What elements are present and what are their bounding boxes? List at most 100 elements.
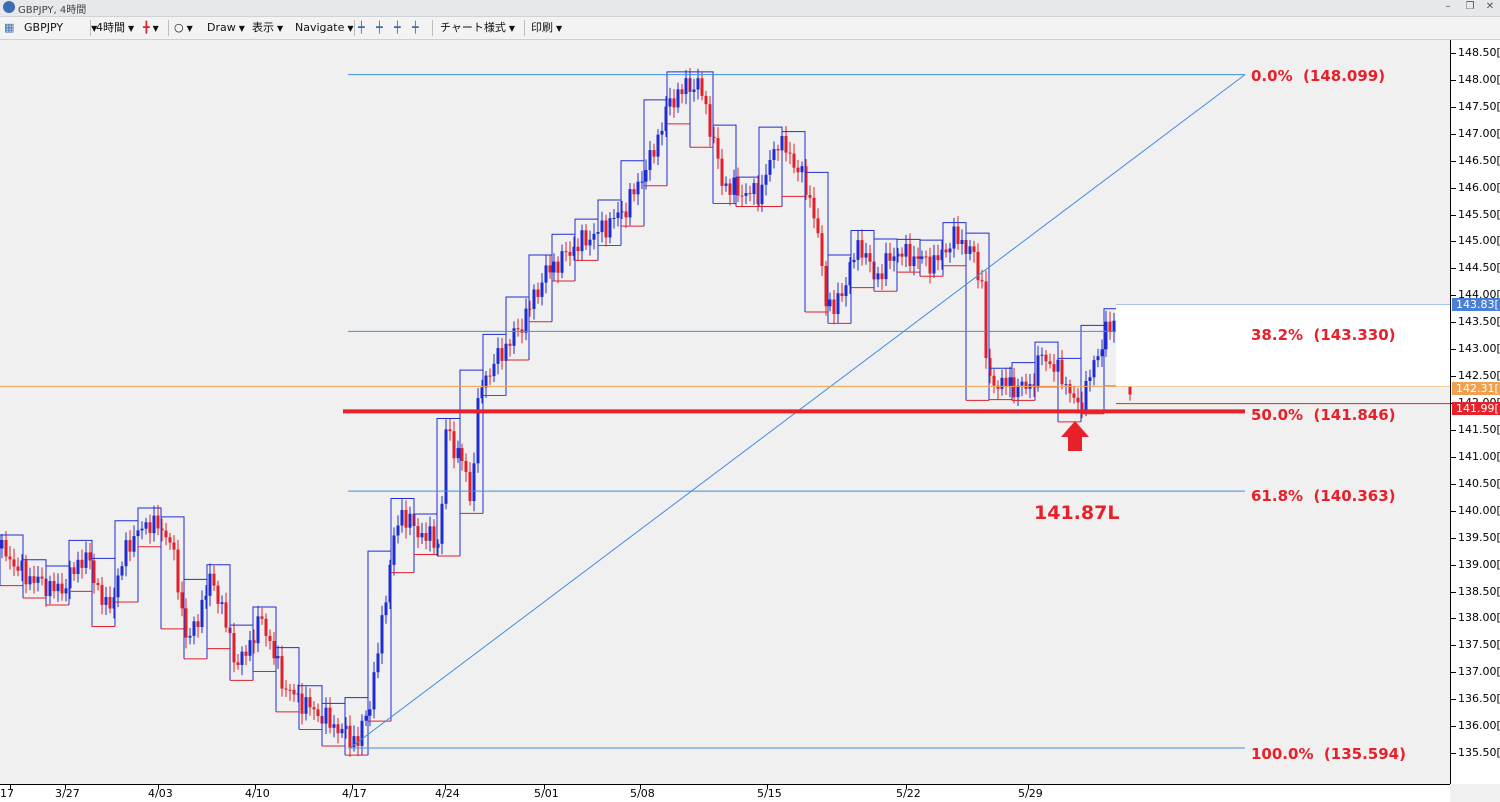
high-channel bbox=[160, 516, 185, 629]
candle-body bbox=[636, 181, 640, 195]
candle-body bbox=[684, 78, 688, 95]
candle-body bbox=[500, 348, 504, 361]
candle-body bbox=[308, 697, 312, 708]
chart-style-menu[interactable]: チャート様式 ▼ bbox=[440, 20, 515, 36]
zoom-out-icon[interactable]: ┿ bbox=[412, 21, 419, 34]
candle-body bbox=[928, 256, 932, 274]
candle-body bbox=[560, 251, 564, 273]
price-badge: 142.31[ bbox=[1452, 382, 1500, 395]
time-tick bbox=[352, 785, 353, 789]
price-tick bbox=[1451, 53, 1456, 54]
candle-body bbox=[316, 709, 320, 716]
candle-body bbox=[804, 166, 808, 196]
candle-body bbox=[284, 688, 288, 690]
candle-body bbox=[348, 725, 352, 748]
chevron-down-icon: ▼ bbox=[128, 24, 135, 33]
candle-body bbox=[1088, 377, 1092, 381]
candle-body bbox=[176, 549, 180, 593]
candle-body bbox=[460, 448, 464, 461]
price-axis[interactable]: 148.50[0 148.00[0 147.50[0 147.00[0 146.50[0… bbox=[1450, 40, 1500, 784]
chart-canvas[interactable] bbox=[0, 40, 1450, 784]
candle-body bbox=[864, 253, 868, 258]
time-tick bbox=[640, 785, 641, 789]
candle-body bbox=[440, 503, 444, 544]
price-tick bbox=[1451, 133, 1456, 135]
candle-body bbox=[20, 560, 24, 571]
candle-body bbox=[380, 615, 384, 654]
circle-tool-button[interactable]: ○ ▼ bbox=[174, 21, 193, 34]
price-chart[interactable]: 0.0% (148.099) 38.2% (143.330) 50.0% (14… bbox=[0, 40, 1450, 784]
candle-body bbox=[1080, 402, 1084, 410]
candle-body bbox=[60, 583, 64, 594]
candle-body bbox=[168, 537, 172, 543]
price-tick bbox=[1451, 510, 1456, 512]
price-label: 137.00[0 bbox=[1458, 665, 1500, 679]
candle-body bbox=[1048, 361, 1052, 365]
candle-body bbox=[568, 251, 572, 256]
price-label: 143.00[0 bbox=[1458, 342, 1500, 356]
zoom-in-icon[interactable]: ┿ bbox=[394, 21, 401, 34]
navigate-menu[interactable]: Navigate ▼ bbox=[295, 20, 354, 36]
crosshair-icon[interactable]: ┿ bbox=[358, 21, 365, 34]
display-menu[interactable]: 表示 ▼ bbox=[252, 20, 283, 36]
time-axis[interactable]: 17 3/27 4/03 4/10 4/17 4/24 5/01 5/08 5/15 5/22 5/… bbox=[0, 784, 1450, 802]
price-tick bbox=[1451, 241, 1456, 243]
restore-icon[interactable]: ❐ bbox=[1465, 1, 1475, 12]
candle-body bbox=[236, 662, 240, 666]
candle-body bbox=[1008, 377, 1012, 387]
candle-body bbox=[528, 308, 532, 310]
chevron-down-icon: ▼ bbox=[508, 24, 516, 33]
timeframe-select[interactable]: 4時間 ▼ bbox=[96, 20, 134, 36]
candle-body bbox=[604, 220, 608, 238]
close-icon[interactable]: ✕ bbox=[1485, 1, 1495, 12]
candle-body bbox=[708, 104, 712, 137]
price-tick bbox=[1451, 753, 1456, 755]
time-tick bbox=[158, 785, 159, 789]
app-logo-icon bbox=[3, 1, 15, 13]
price-label: 141.50[0 bbox=[1458, 422, 1500, 436]
price-label: 139.00[0 bbox=[1458, 557, 1500, 571]
price-label: 148.50[0 bbox=[1458, 46, 1500, 59]
candle-body bbox=[52, 581, 56, 592]
candle-body bbox=[40, 576, 44, 579]
bar-spacing-icon[interactable]: ┿ bbox=[376, 21, 383, 34]
candle-body bbox=[548, 265, 552, 273]
candle-body bbox=[728, 183, 732, 195]
candle-body bbox=[592, 233, 596, 240]
candle-body bbox=[948, 248, 952, 253]
candle-body bbox=[196, 621, 200, 628]
candle-body bbox=[1072, 393, 1076, 398]
draw-menu[interactable]: Draw ▼ bbox=[207, 20, 245, 36]
candle-body bbox=[184, 608, 188, 638]
chart-icon[interactable]: ▦ bbox=[4, 21, 15, 34]
candle-body bbox=[264, 618, 268, 636]
candle-body bbox=[628, 189, 632, 218]
price-badge: 143.83[ bbox=[1452, 298, 1500, 311]
price-tick bbox=[1451, 699, 1456, 701]
candle-body bbox=[324, 707, 328, 724]
candle-body bbox=[1084, 380, 1088, 410]
minimize-icon[interactable]: – bbox=[1445, 1, 1451, 12]
toolbar-divider bbox=[524, 20, 525, 36]
candle-body bbox=[916, 256, 920, 259]
candlestick-type-icon[interactable]: ╋ ▼ bbox=[143, 21, 159, 34]
print-menu[interactable]: 印刷 ▼ bbox=[531, 20, 562, 36]
symbol-select[interactable]: GBPJPY ▼ bbox=[24, 20, 97, 36]
candle-body bbox=[1108, 321, 1112, 333]
time-label: 5/29 bbox=[1018, 787, 1043, 800]
candle-body bbox=[1036, 355, 1040, 387]
candle-body bbox=[392, 535, 396, 565]
candle-body bbox=[1060, 359, 1064, 385]
time-tick bbox=[10, 785, 11, 789]
candle-body bbox=[1104, 321, 1108, 350]
candle-body bbox=[988, 358, 992, 376]
candle-body bbox=[296, 693, 300, 695]
time-tick bbox=[65, 785, 66, 789]
candle-body bbox=[248, 640, 252, 656]
candle-body bbox=[208, 573, 212, 596]
candle-body bbox=[976, 251, 980, 281]
candle-body bbox=[748, 193, 752, 195]
candle-body bbox=[856, 240, 860, 260]
candle-body bbox=[488, 375, 492, 377]
chevron-down-icon: ▼ bbox=[277, 24, 284, 33]
